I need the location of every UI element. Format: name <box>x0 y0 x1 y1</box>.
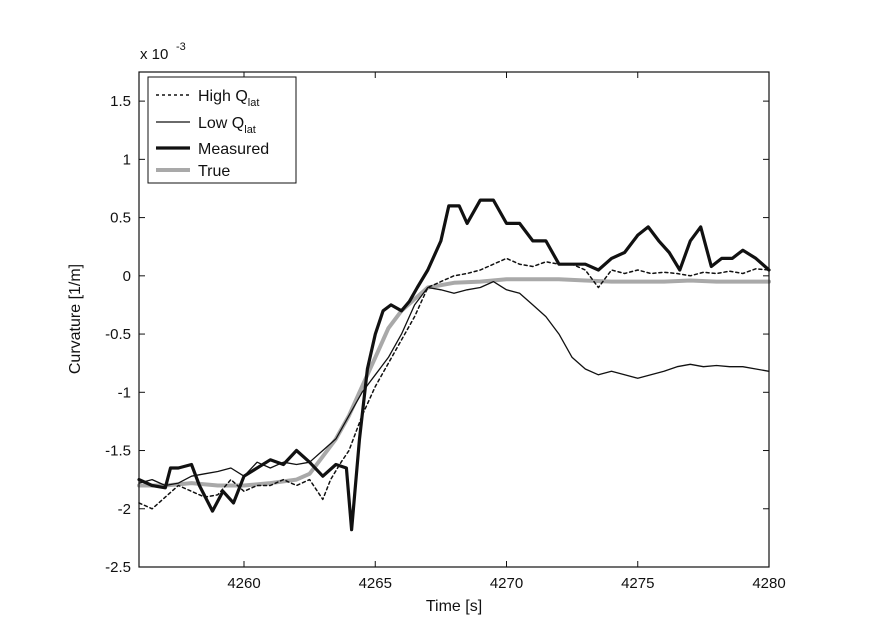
x-axis-label: Time [s] <box>426 598 482 615</box>
y-tick-label: -0.5 <box>105 326 131 343</box>
legend-label-measured: Measured <box>198 141 269 158</box>
x-tick-label: 4260 <box>227 575 260 592</box>
y-tick-label: 1 <box>123 151 131 168</box>
exponent-base: x 10 <box>140 46 168 63</box>
series-line-measured <box>137 198 771 532</box>
plot-frame <box>138 71 770 568</box>
legend: High Qlat Low Qlat Measured True <box>147 76 297 184</box>
grid-layer: 4260 4265 4270 4275 4280 -2.5 -2 -1.5 -1 -0.5 0 0.5… <box>105 72 786 592</box>
legend-name-low-q: Low Q <box>198 115 244 132</box>
y-tick-label: -2 <box>118 501 131 518</box>
series-layer <box>137 198 771 532</box>
legend-sub-high-q: lat <box>248 97 260 109</box>
legend-name-high-q: High Q <box>198 88 248 105</box>
x-tick-label: 4275 <box>621 575 654 592</box>
y-tick-label: -1 <box>118 384 131 401</box>
x-tick-label: 4270 <box>490 575 523 592</box>
series-line-low-q <box>138 280 770 487</box>
exponent-power: -3 <box>176 41 186 53</box>
series-line-true <box>137 277 771 488</box>
y-tick-label: -1.5 <box>105 443 131 460</box>
series-line-high-q <box>138 257 770 510</box>
legend-sub-low-q: lat <box>244 124 256 136</box>
y-axis-label: Curvature [1/m] <box>67 264 84 374</box>
y-tick-label: 0 <box>123 268 131 285</box>
legend-label-true: True <box>198 163 230 180</box>
y-tick-label: -2.5 <box>105 559 131 576</box>
legend-label-high-q: High Qlat <box>198 88 259 109</box>
axis-exponent: x 10 -3 <box>140 41 186 63</box>
x-tick-label: 4280 <box>752 575 785 592</box>
y-tick-label: 1.5 <box>110 93 131 110</box>
y-tick-label: 0.5 <box>110 210 131 227</box>
legend-label-low-q: Low Qlat <box>198 115 256 136</box>
x-tick-label: 4265 <box>359 575 392 592</box>
legend-box <box>147 76 297 184</box>
